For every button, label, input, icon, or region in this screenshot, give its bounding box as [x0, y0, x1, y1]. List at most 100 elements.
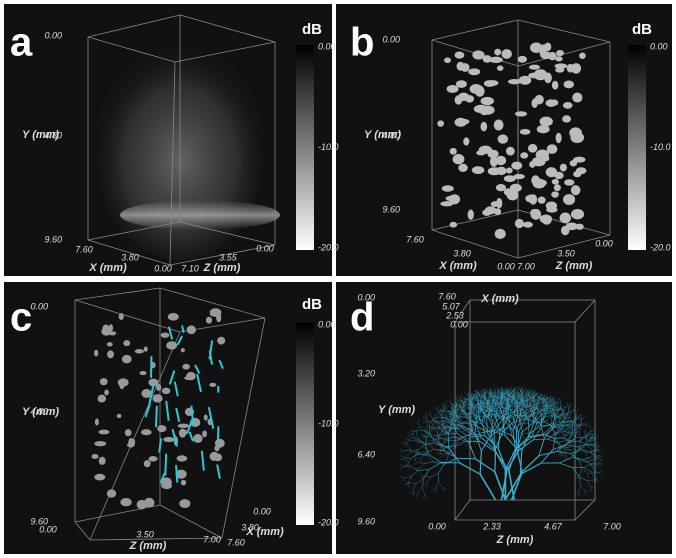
x-tick-label: 0.00 — [154, 263, 172, 273]
y-axis-title: Y (mm) — [378, 404, 415, 416]
microbubble — [496, 167, 506, 175]
microbubble — [98, 430, 109, 435]
z-tick-label: 3.50 — [557, 248, 575, 258]
microbubble — [555, 67, 564, 72]
microbubble — [125, 429, 132, 436]
microbubble — [540, 117, 553, 127]
figure: aY (mm)0.004.809.60X (mm)7.603.800.00Z (… — [0, 0, 676, 558]
colorbar — [296, 323, 314, 525]
microbubble — [470, 84, 483, 94]
y-tick-label: 4.80 — [44, 130, 62, 140]
microbubble — [468, 68, 480, 75]
microbubble — [179, 499, 190, 508]
microbubble — [561, 226, 569, 235]
z-axis-title: Z (mm) — [203, 262, 241, 274]
microbubble — [551, 191, 559, 197]
microbubble — [168, 313, 179, 321]
x-tick-label: 0.00 — [497, 261, 515, 271]
z-tick-label: 3.55 — [219, 252, 238, 262]
microbubble — [547, 144, 558, 154]
microbubble — [538, 197, 546, 204]
microbubble — [437, 120, 444, 126]
track — [156, 406, 157, 427]
microbubble — [552, 81, 559, 90]
microbubble — [564, 81, 574, 89]
microbubble — [141, 429, 152, 435]
microbubble — [161, 332, 170, 337]
colorbar — [296, 45, 314, 250]
microbubble — [181, 348, 185, 352]
microbubble — [162, 388, 171, 394]
z-tick-label: 7.00 — [203, 534, 221, 544]
microbubble — [182, 364, 189, 370]
microbubble — [118, 378, 129, 386]
microbubble — [507, 190, 519, 200]
z-tick-label: 4.67 — [544, 521, 563, 531]
microbubble — [217, 337, 225, 345]
z-tick-label: 2.33 — [482, 521, 501, 531]
x-tick-label: 7.60 — [75, 244, 93, 254]
microbubble — [94, 441, 106, 446]
microbubble — [576, 224, 584, 230]
microbubble — [515, 219, 524, 228]
microbubble — [450, 222, 458, 228]
z-tick-label: 3.50 — [136, 529, 154, 539]
microbubble — [485, 206, 496, 214]
microbubble — [496, 156, 507, 166]
microbubble — [483, 55, 492, 63]
microbubble — [513, 174, 524, 179]
microbubble — [528, 144, 537, 153]
microbubble — [447, 85, 459, 93]
microbubble — [564, 179, 574, 185]
microbubble — [181, 480, 186, 486]
microbubble — [523, 222, 533, 228]
panel-label: a — [10, 21, 33, 65]
microbubble — [518, 56, 527, 63]
microbubble — [494, 49, 501, 56]
microbubble — [506, 147, 515, 156]
colorbar-tick-label: -10.0 — [318, 142, 339, 152]
microbubble — [556, 50, 564, 56]
microbubble — [100, 378, 108, 385]
microbubble — [94, 350, 98, 357]
microbubble — [496, 198, 502, 208]
microbubble — [554, 184, 561, 191]
microbubble — [463, 137, 469, 145]
microbubble — [123, 340, 130, 346]
microbubble — [99, 457, 106, 465]
microbubble — [157, 425, 166, 432]
microbubble — [481, 122, 488, 132]
microbubble — [515, 111, 527, 116]
microbubble — [98, 395, 107, 403]
microbubble — [487, 80, 498, 86]
colorbar-tick-label: -10.0 — [318, 418, 339, 428]
y-tick-label: 9.60 — [357, 516, 375, 526]
microbubble — [453, 154, 465, 164]
microbubble — [501, 49, 512, 59]
microbubble — [474, 105, 488, 113]
microbubble — [193, 434, 202, 443]
microbubble — [102, 325, 109, 335]
microbubble — [166, 341, 177, 349]
microbubble — [458, 164, 467, 172]
microbubble — [450, 148, 457, 155]
microbubble — [152, 394, 162, 402]
volume-render — [120, 200, 280, 230]
z-tick-label: 7.00 — [603, 521, 621, 531]
microbubble — [455, 51, 465, 58]
microbubble — [131, 439, 136, 446]
microbubble — [122, 355, 132, 364]
track — [176, 465, 177, 482]
microbubble — [144, 346, 148, 351]
microbubble — [560, 213, 571, 224]
microbubble — [572, 93, 582, 103]
microbubble — [139, 371, 146, 375]
microbubble — [506, 168, 513, 174]
colorbar-tick-label: -20.0 — [318, 517, 339, 527]
microbubble — [216, 313, 221, 322]
colorbar-title: dB — [302, 21, 322, 38]
microbubble — [570, 160, 578, 166]
microbubble — [117, 414, 122, 418]
microbubble — [148, 456, 157, 462]
microbubble — [468, 210, 474, 220]
